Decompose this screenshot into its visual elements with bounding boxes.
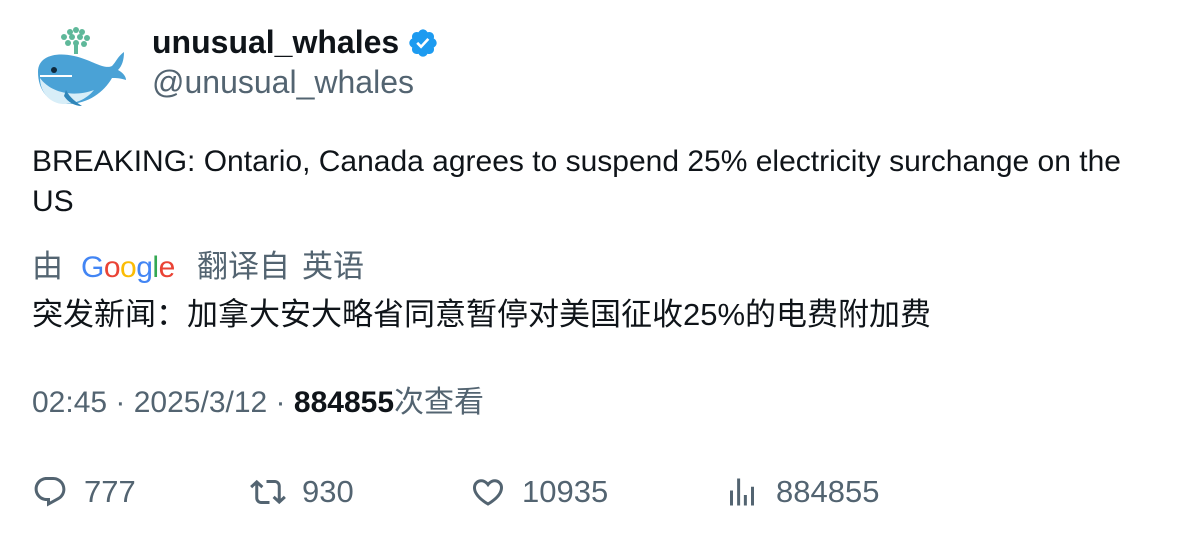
reply-count: 777 [84,474,136,509]
tweet-date[interactable]: 2025/3/12 [133,386,268,419]
views-suffix: 次查看 [394,386,484,419]
display-name[interactable]: unusual_whales [152,24,400,60]
retweet-icon [250,479,286,505]
meta-separator: · [107,386,134,419]
verified-badge-icon [409,29,437,57]
author-name-row: unusual_whales [152,22,439,62]
google-logo-icon[interactable]: Google [81,250,179,284]
translated-from-label: 翻译自 [197,249,290,284]
meta-separator: · [267,386,294,419]
tweet-meta: 02:45 · 2025/3/12 · 884855次查看 [32,382,484,424]
like-button[interactable]: 10935 [470,470,608,514]
retweet-button[interactable]: 930 [250,470,354,514]
tweet-text: BREAKING: Ontario, Canada agrees to susp… [32,145,1121,218]
translated-text: 突发新闻：加拿大安大略省同意暂停对美国征收25%的电费附加费 [32,297,932,332]
translation-by-label: 由 [32,249,63,284]
heart-icon [472,479,504,506]
user-handle[interactable]: @unusual_whales [152,64,414,100]
tweet-actions: 777 930 10935 884855 [32,470,1172,514]
source-language: 英语 [302,249,364,284]
avatar[interactable] [32,26,128,112]
analytics-icon [730,478,754,506]
translation-attribution: 由 Google 翻译自 英语 [32,246,364,288]
like-count: 10935 [522,474,609,509]
svg-text:Google: Google [81,251,175,284]
reply-button[interactable]: 777 [32,470,136,514]
views-button[interactable]: 884855 [724,470,879,514]
whale-avatar-icon [38,27,126,106]
tweet-time[interactable]: 02:45 [32,386,108,419]
retweet-count: 930 [302,474,354,509]
reply-icon [34,477,66,507]
views-action-count: 884855 [776,474,880,509]
views-count: 884855 [293,386,394,419]
